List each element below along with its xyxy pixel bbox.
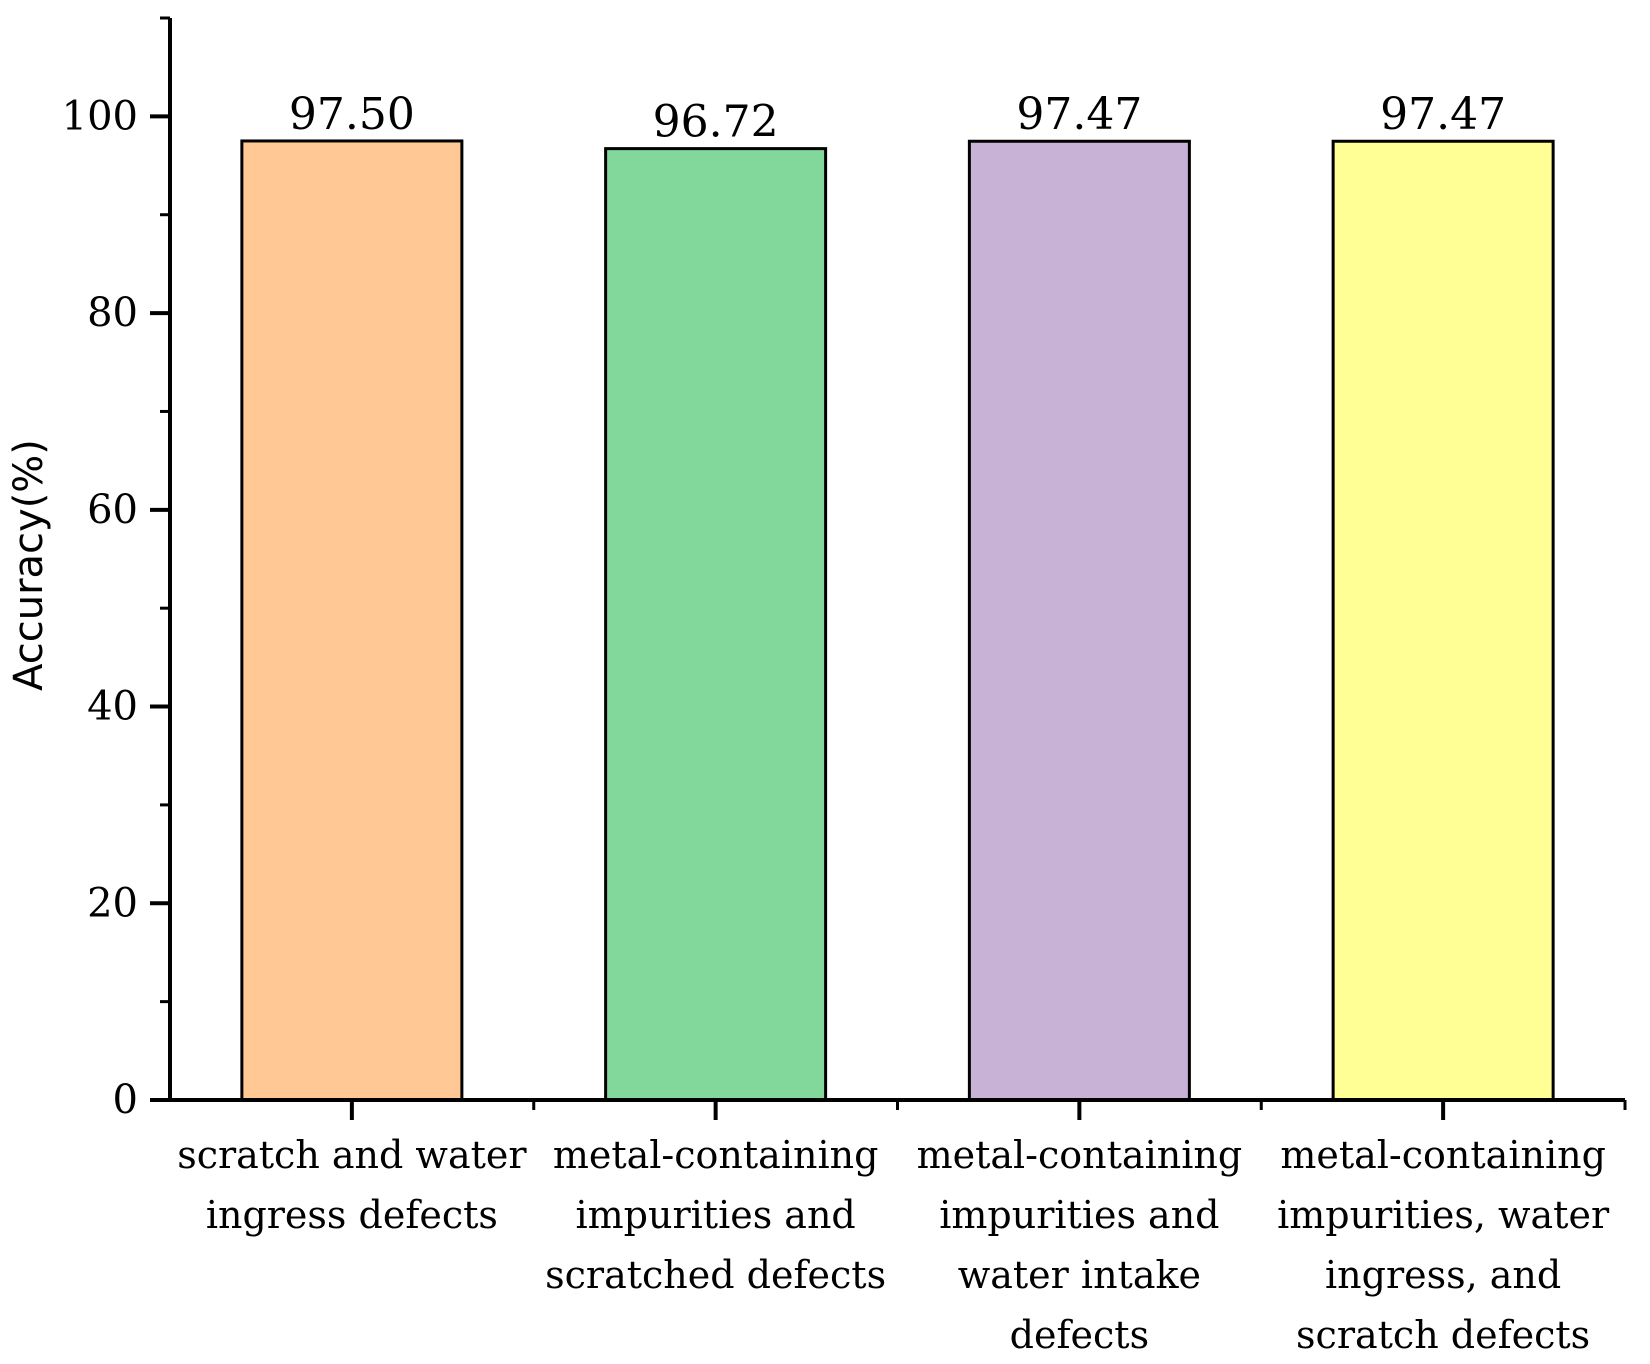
x-category-label: ingress, and	[1325, 1253, 1561, 1297]
x-category-label: impurities and	[939, 1193, 1219, 1237]
x-category-label: ingress defects	[206, 1193, 498, 1237]
y-axis-title: Accuracy(%)	[6, 439, 52, 691]
y-tick-label: 0	[113, 1077, 138, 1123]
x-category-label: impurities and	[576, 1193, 856, 1237]
y-tick-label: 60	[87, 487, 138, 533]
bars	[240, 139, 1555, 1102]
bar-value-label: 96.72	[653, 97, 779, 148]
x-category-label: scratched defects	[545, 1253, 886, 1297]
x-ticks	[349, 1100, 1627, 1120]
x-category-label: scratch defects	[1296, 1313, 1590, 1357]
x-category-label: water intake	[958, 1253, 1201, 1297]
x-category-label: metal-containing	[1280, 1133, 1606, 1177]
y-tick-label: 100	[62, 93, 138, 139]
labels: 97.50 scratch and water ingress defects 96.…	[177, 89, 1610, 1357]
axes	[150, 18, 1625, 1102]
x-category-label: defects	[1010, 1313, 1149, 1357]
bar-value-label: 97.47	[1016, 89, 1142, 140]
x-category-label: metal-containing	[917, 1133, 1243, 1177]
bar	[604, 147, 828, 1102]
bar	[1331, 139, 1555, 1102]
bar-value-label: 97.47	[1380, 89, 1506, 140]
y-tick-label: 20	[87, 880, 138, 926]
x-category-label: impurities, water	[1277, 1193, 1610, 1237]
bar	[967, 139, 1191, 1102]
x-category-label: metal-containing	[553, 1133, 879, 1177]
y-tick-label: 80	[87, 290, 138, 336]
bar-value-label: 97.50	[289, 89, 415, 140]
bar	[240, 139, 464, 1102]
x-category-label: scratch and water	[177, 1133, 527, 1177]
y-tick-label: 40	[87, 684, 138, 730]
y-ticks: 0 20 40 60 80 100	[62, 16, 170, 1123]
